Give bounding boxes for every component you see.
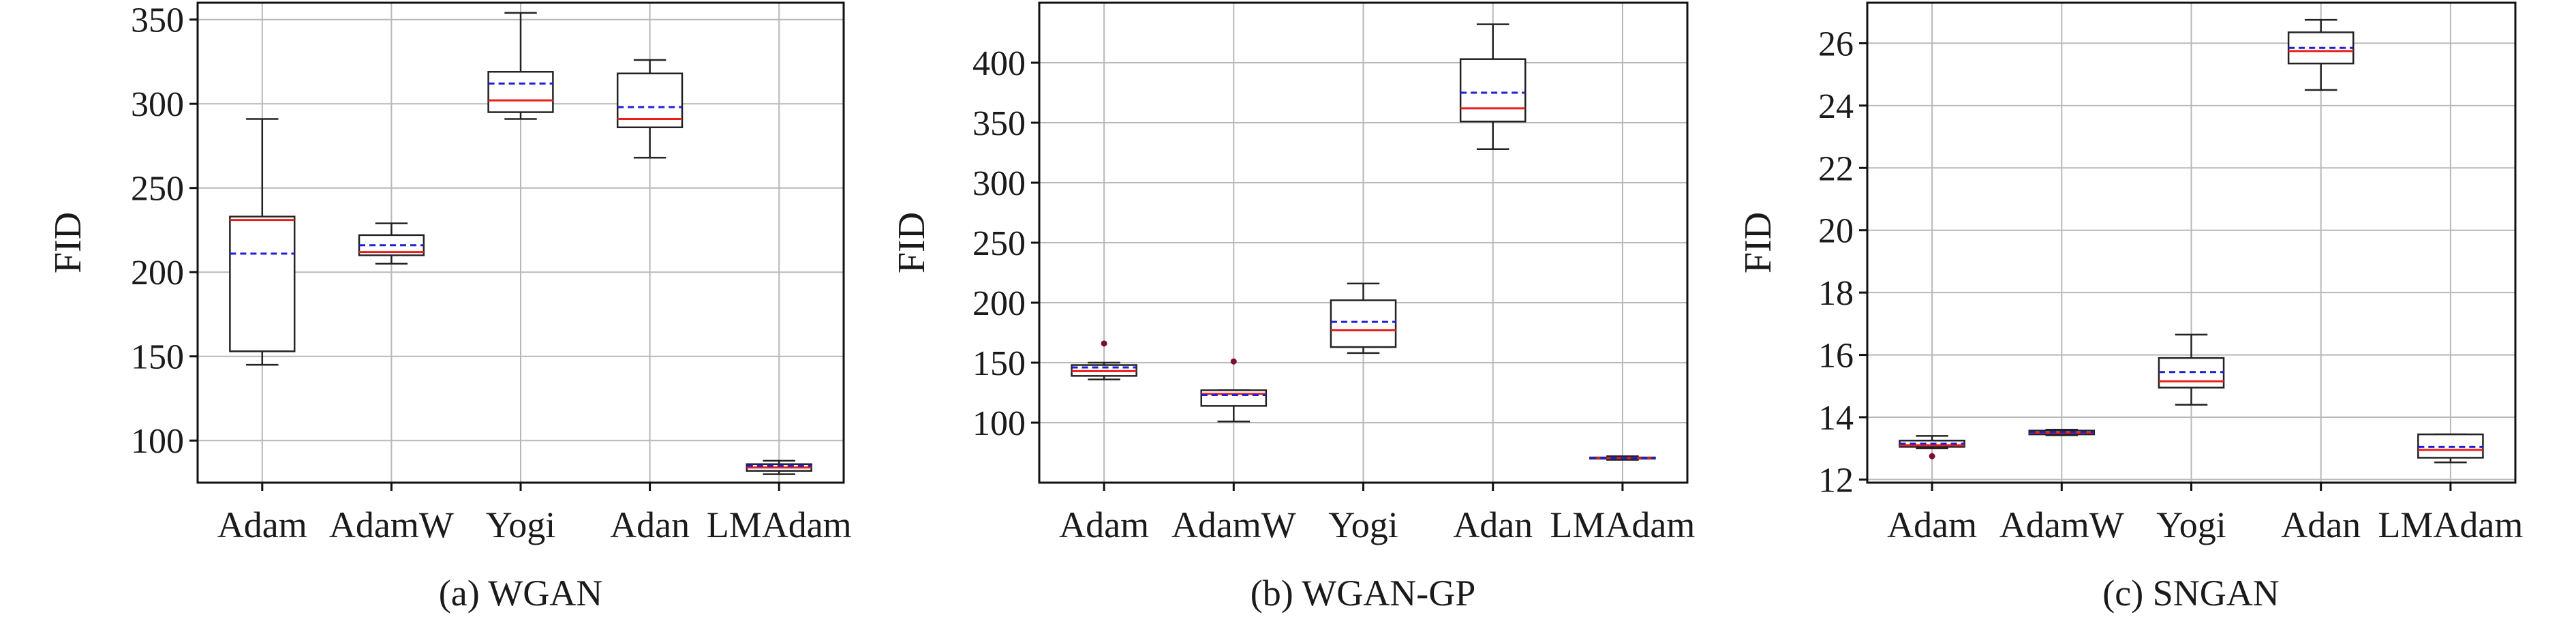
- box-layer: [1899, 18, 2484, 464]
- y-tick-label: 14: [1818, 399, 1854, 438]
- y-tick-label: 24: [1818, 87, 1854, 126]
- x-ticks: Adam AdamW Yogi Adan LMAdam: [1059, 483, 1695, 545]
- y-tick-label: 300: [972, 164, 1026, 203]
- y-tick-label: 150: [972, 344, 1026, 383]
- y-tick-label: 150: [131, 338, 184, 377]
- box-yogi: [487, 12, 554, 120]
- box-adamw: [358, 222, 425, 265]
- x-tick-label: Adan: [610, 504, 690, 545]
- outlier-point: [1929, 453, 1935, 459]
- y-tick-label: 100: [131, 422, 184, 461]
- y-tick-label: 350: [972, 104, 1026, 143]
- y-tick-label: 12: [1818, 461, 1854, 500]
- outlier-point: [1230, 358, 1237, 365]
- x-tick-label: Adam: [217, 504, 307, 545]
- box-adamw: [2028, 429, 2096, 436]
- y-tick-label: 100: [972, 404, 1026, 443]
- x-tick-label: Yogi: [1328, 504, 1398, 545]
- y-tick-label: 200: [131, 254, 184, 292]
- box-adamw: [1200, 358, 1268, 423]
- box-adam: [1899, 435, 1965, 459]
- x-ticks: Adam AdamW Yogi Adan LMAdam: [217, 483, 852, 545]
- y-tick-label: 200: [972, 284, 1026, 323]
- x-tick-label: AdamW: [1999, 504, 2124, 545]
- x-tick-label: AdamW: [1171, 504, 1296, 545]
- y-axis-label: FID: [891, 212, 933, 273]
- grid-lines: [1039, 3, 1687, 483]
- outlier-point: [1101, 340, 1107, 347]
- y-tick-label: 250: [131, 170, 184, 209]
- box-yogi: [1330, 282, 1397, 354]
- y-tick-label: 26: [1818, 25, 1854, 63]
- x-ticks: Adam AdamW Yogi Adan LMAdam: [1887, 483, 2523, 545]
- box-lmadam: [2417, 433, 2484, 464]
- y-ticks: 100 150 200 250 300 350 400: [972, 44, 1039, 443]
- x-tick-label: Adam: [1059, 504, 1149, 545]
- subplot-caption: (a) WGAN: [439, 573, 602, 614]
- box-iqr: [487, 71, 554, 113]
- y-tick-label: 300: [131, 85, 184, 124]
- y-tick-label: 18: [1818, 274, 1854, 313]
- subplot-caption: (b) WGAN-GP: [1251, 573, 1475, 614]
- box-layer: [1071, 23, 1656, 461]
- box-lmadam: [746, 459, 812, 475]
- x-tick-label: Yogi: [486, 504, 556, 545]
- box-layer: [229, 12, 812, 475]
- box-yogi: [2158, 333, 2225, 406]
- y-tick-label: 400: [972, 44, 1026, 83]
- y-ticks: 100 150 200 250 300 350: [131, 1, 198, 461]
- box-adan: [616, 59, 684, 159]
- subplot-wgan: 100 150 200 250 300 350 Adam AdamW Yogi Adan LMAd…: [47, 1, 852, 614]
- box-iqr: [1459, 58, 1527, 123]
- x-tick-label: Adam: [1887, 504, 1977, 545]
- y-axis-label: FID: [47, 212, 89, 273]
- y-tick-label: 350: [131, 1, 184, 40]
- box-iqr: [1330, 299, 1397, 348]
- y-ticks: 12 14 16 18 20 22 24 26: [1818, 25, 1867, 500]
- y-tick-label: 16: [1818, 337, 1854, 376]
- subplot-sngan: 12 14 16 18 20 22 24 26 Adam AdamW Yogi Adan LMAdam…: [1737, 1, 2523, 614]
- subplot-caption: (c) SNGAN: [2102, 573, 2279, 614]
- y-axis-label: FID: [1737, 212, 1779, 273]
- x-tick-label: AdamW: [329, 504, 454, 545]
- box-adam: [229, 118, 296, 366]
- x-tick-label: Adan: [1453, 504, 1533, 545]
- grid-lines: [1867, 3, 2515, 483]
- x-tick-label: Yogi: [2156, 504, 2226, 545]
- y-tick-label: 20: [1818, 212, 1854, 251]
- box-adam: [1071, 340, 1137, 380]
- box-iqr: [229, 215, 296, 352]
- x-tick-label: LMAdam: [707, 504, 852, 545]
- x-tick-label: LMAdam: [1550, 504, 1695, 545]
- box-adan: [2287, 18, 2355, 91]
- subplot-wgan-gp: 100 150 200 250 300 350 400 Adam AdamW Yogi Adan L…: [891, 1, 1695, 614]
- box-lmadam: [1589, 455, 1656, 461]
- y-tick-label: 22: [1818, 149, 1854, 188]
- box-adan: [1459, 23, 1527, 150]
- box-iqr: [1200, 389, 1268, 407]
- x-tick-label: LMAdam: [2378, 504, 2523, 545]
- y-tick-label: 250: [972, 224, 1026, 263]
- x-tick-label: Adan: [2281, 504, 2361, 545]
